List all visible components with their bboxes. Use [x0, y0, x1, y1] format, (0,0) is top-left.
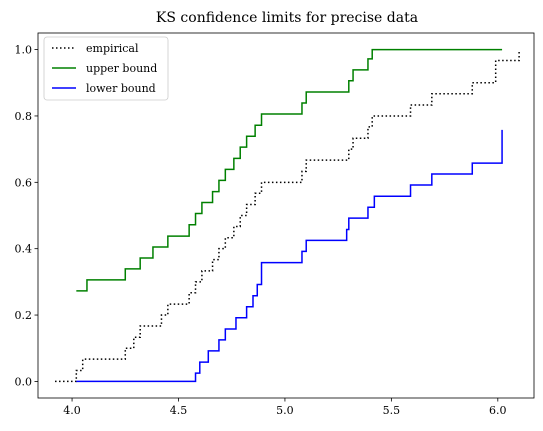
x-tick-label: 4.5: [170, 404, 188, 417]
x-tick-label: 5.5: [383, 404, 401, 417]
y-tick-label: 0.6: [15, 176, 33, 189]
y-tick-label: 1.0: [15, 44, 33, 57]
legend-label-lower-bound: lower bound: [86, 82, 156, 95]
x-tick-label: 5.0: [276, 404, 294, 417]
legend-label-empirical: empirical: [86, 42, 139, 55]
y-tick-label: 0.4: [15, 243, 33, 256]
legend-label-upper-bound: upper bound: [86, 62, 157, 75]
plot-frame: [37, 32, 535, 399]
chart-title: KS confidence limits for precise data: [156, 10, 418, 26]
legend: empirical upper bound lower bound: [43, 36, 169, 101]
axis-layer: 4.0 4.5 5.0 5.5 6.0 0.0 0.2 0.4 0.6 0.8 1.0: [15, 44, 507, 417]
x-tick-label: 6.0: [489, 404, 507, 417]
x-tick-label: 4.0: [63, 404, 81, 417]
y-tick-label: 0.2: [15, 309, 33, 322]
legend-box: [43, 36, 169, 101]
y-tick-label: 0.8: [15, 110, 33, 123]
series-line-empirical: [55, 49, 520, 383]
series-line-upper-bound: [76, 48, 503, 292]
series-line-lower-bound: [76, 129, 503, 383]
y-tick-label: 0.0: [15, 375, 33, 388]
series-layer: [55, 48, 520, 383]
